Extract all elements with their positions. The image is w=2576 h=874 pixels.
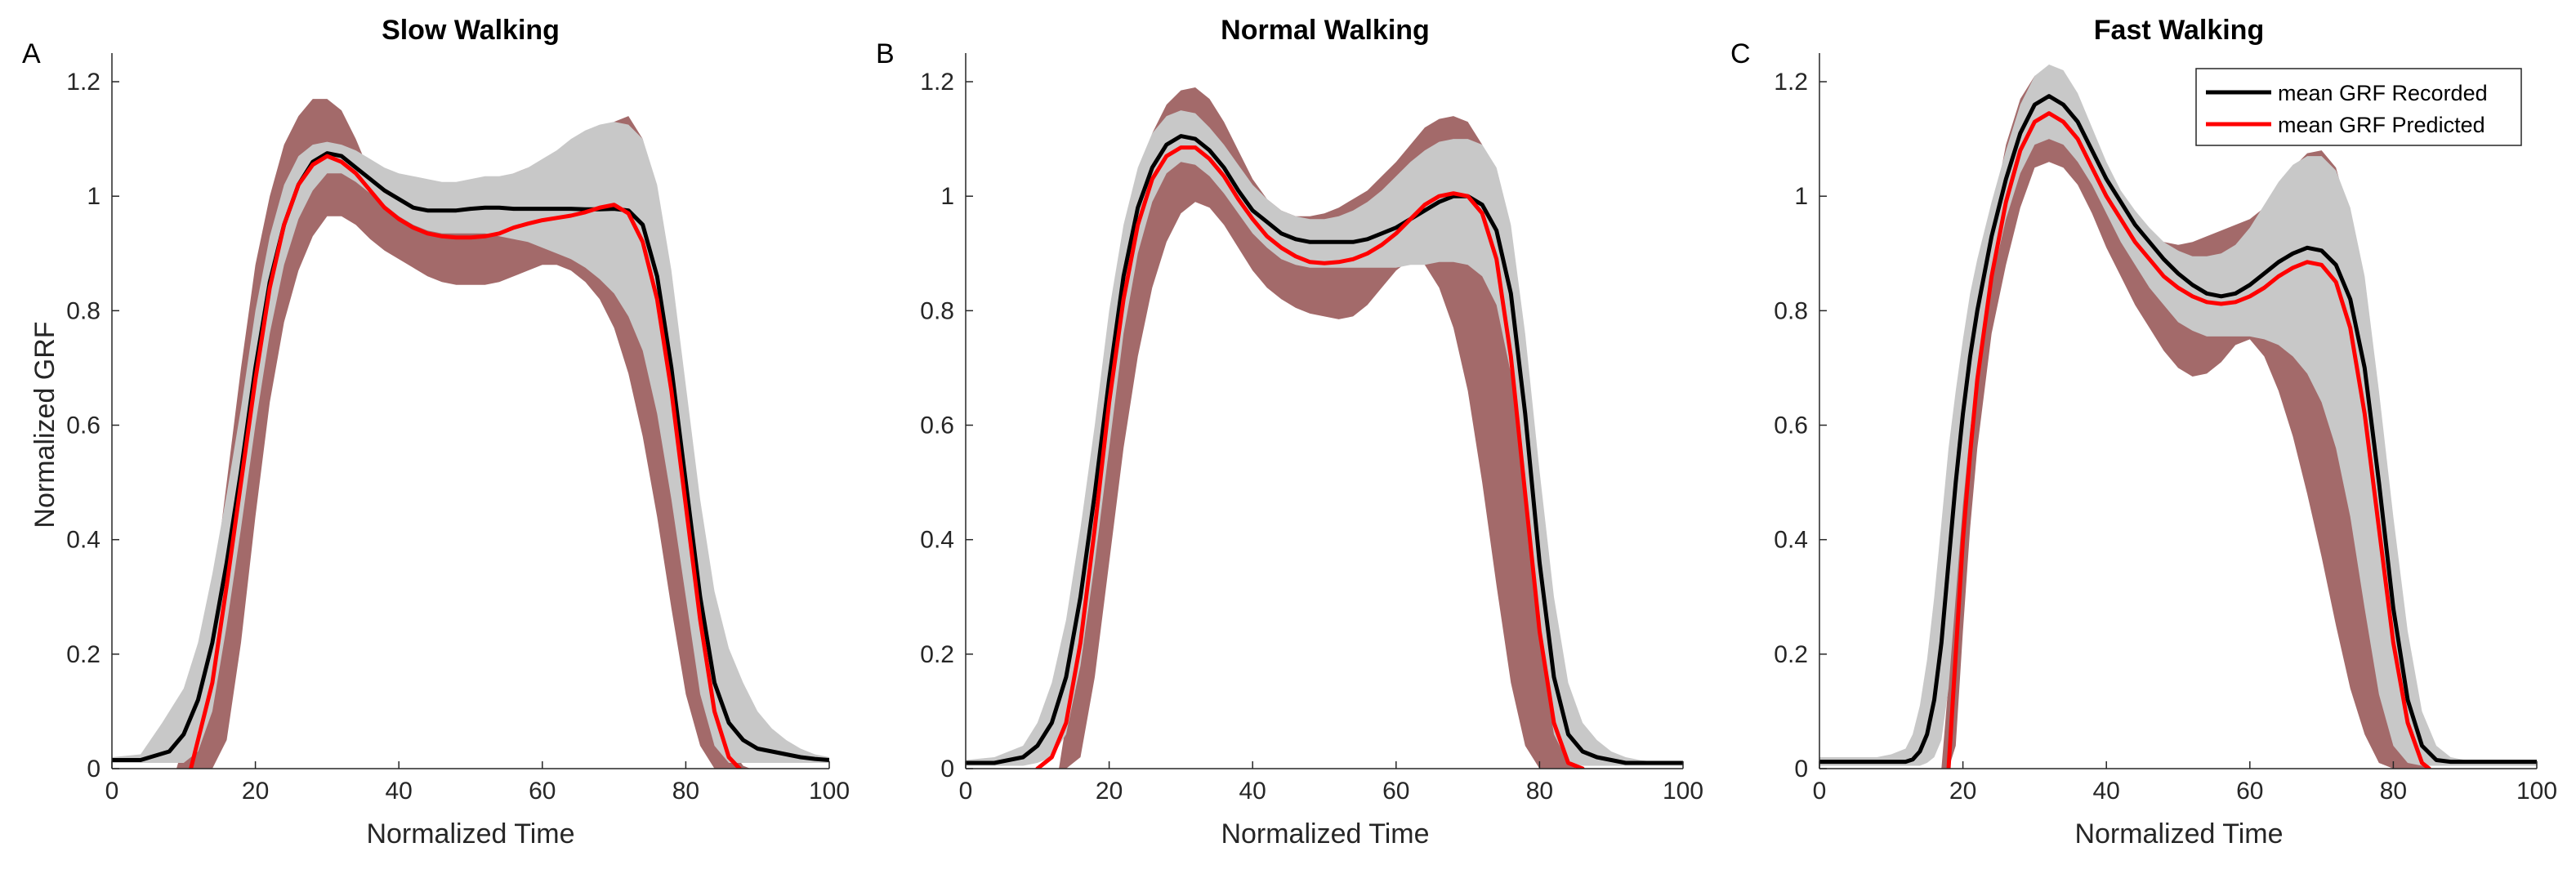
y-tick-label: 0 <box>87 756 100 783</box>
plot-content <box>1819 65 2537 769</box>
panel-letter: B <box>876 38 895 69</box>
panel-normal-walking: B Normal Walking 0 20 40 60 80 10000.20.40.60… <box>876 15 1703 849</box>
y-axis-label: Normalized GRF <box>29 321 60 528</box>
y-tick-label: 0.6 <box>1774 412 1808 439</box>
panel-title: Fast Walking <box>2094 15 2264 46</box>
legend-label-recorded: mean GRF Recorded <box>2278 81 2488 105</box>
y-tick-label: 1 <box>87 183 100 210</box>
y-tick-label: 0.4 <box>66 527 100 554</box>
panel-fast-walking: C Fast Walking 0 20 40 60 80 100 0 0.2 0.4 0.6 0.8… <box>1730 15 2557 849</box>
x-tick-label: 100 <box>2516 778 2557 805</box>
x-tick-label: 100 <box>809 778 850 805</box>
y-tick-label: 0.8 <box>1774 297 1808 324</box>
x-axis-label: Normalized Time <box>2074 818 2283 849</box>
y-tick-label: 0.6 <box>920 412 954 439</box>
x-tick-label: 60 <box>1382 778 1409 805</box>
y-tick-label: 0.2 <box>1774 641 1808 668</box>
x-tick-label: 20 <box>1096 778 1123 805</box>
legend-label-predicted: mean GRF Predicted <box>2278 113 2485 137</box>
panel-title: Normal Walking <box>1221 15 1430 46</box>
y-tick-label: 0.4 <box>1774 527 1808 554</box>
x-tick-label: 20 <box>242 778 269 805</box>
y-tick-label: 0.4 <box>920 527 954 554</box>
recorded-mean-line <box>966 134 1683 765</box>
x-tick-label: 60 <box>529 778 556 805</box>
recorded-mean-line <box>1819 94 2537 765</box>
plot-content <box>966 87 1683 769</box>
x-tick-label: 0 <box>1813 778 1827 805</box>
y-tick-label: 0 <box>1794 756 1808 783</box>
plot-area: 0 20 40 60 80 100 0 0.2 0.4 0.6 0.8 1 1.2 <box>66 53 850 805</box>
x-tick-label: 60 <box>2236 778 2263 805</box>
x-tick-label: 80 <box>2380 778 2407 805</box>
x-tick-label: 40 <box>1239 778 1266 805</box>
legend-box <box>2195 68 2522 146</box>
x-axis-label: Normalized Time <box>366 818 574 849</box>
y-tick-label: 1 <box>940 183 954 210</box>
legend: mean GRF Recorded mean GRF Predicted <box>2195 68 2522 146</box>
y-tick-label: 1 <box>1794 183 1808 210</box>
panel-slow-walking: A Slow Walking 0 20 40 60 80 100 0 0.2 0.4 0.6 0.8… <box>22 15 850 849</box>
y-tick-label: 0.6 <box>66 412 100 439</box>
y-tick-label: 0.2 <box>920 641 954 668</box>
y-tick-label: 0.8 <box>66 297 100 324</box>
x-tick-label: 20 <box>1949 778 1976 805</box>
y-tick-label: 1.2 <box>66 69 100 96</box>
recorded-sd-band <box>966 110 1683 766</box>
x-axis-label: Normalized Time <box>1221 818 1429 849</box>
predicted-mean-line <box>189 154 742 769</box>
y-tick-label: 0.2 <box>66 641 100 668</box>
y-tick-label: 1.2 <box>1774 69 1808 96</box>
plot-area: 0 20 40 60 80 100 0 0.2 0.4 0.6 0.8 1 1.2 <box>1774 53 2557 805</box>
x-tick-label: 0 <box>105 778 119 805</box>
recorded-sd-band <box>112 122 829 764</box>
predicted-mean-line <box>1035 145 1585 769</box>
y-tick-label: 0.8 <box>920 297 954 324</box>
y-tick-label: 1.2 <box>920 69 954 96</box>
panel-title: Slow Walking <box>382 15 560 46</box>
x-tick-label: 40 <box>2093 778 2120 805</box>
x-tick-label: 80 <box>672 778 699 805</box>
panel-letter: C <box>1730 38 1751 69</box>
x-tick-label: 40 <box>386 778 413 805</box>
x-tick-label: 0 <box>959 778 973 805</box>
x-tick-label: 100 <box>1663 778 1703 805</box>
predicted-mean-line <box>1946 111 2431 769</box>
panel-letter: A <box>22 38 41 69</box>
plot-area: 0 20 40 60 80 100 0 0.2 0.4 0.6 0.8 1 1.2 <box>920 53 1703 805</box>
y-tick-label: 0 <box>940 756 954 783</box>
plot-content <box>112 99 829 769</box>
x-tick-label: 80 <box>1526 778 1553 805</box>
